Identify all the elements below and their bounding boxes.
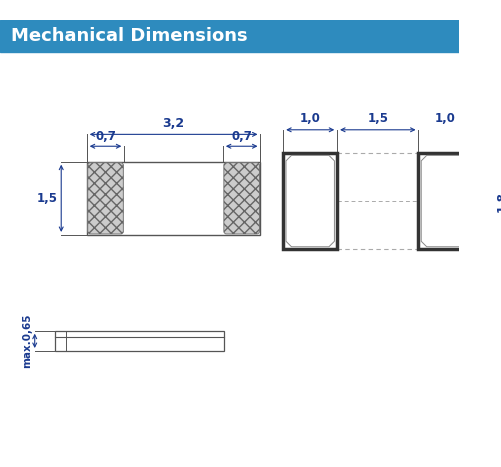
FancyBboxPatch shape [88,163,123,234]
Text: 1,0: 1,0 [299,112,320,125]
Text: Mechanical Dimensions: Mechanical Dimensions [11,27,247,45]
Bar [87,162,260,235]
Bar [0,20,458,52]
Text: 0,7: 0,7 [231,129,252,142]
Bar [55,331,223,351]
Text: 0,7: 0,7 [95,129,116,142]
Bar [283,153,337,249]
Text: 1,5: 1,5 [37,192,58,205]
Text: 1,5: 1,5 [367,112,388,125]
Polygon shape [286,156,334,247]
FancyBboxPatch shape [223,163,259,234]
Polygon shape [420,156,469,247]
Text: 1,0: 1,0 [434,112,455,125]
Bar [418,153,471,249]
Text: 3,2: 3,2 [162,117,184,130]
Text: 1,8: 1,8 [495,191,501,212]
Text: max.0,65: max.0,65 [22,314,32,368]
